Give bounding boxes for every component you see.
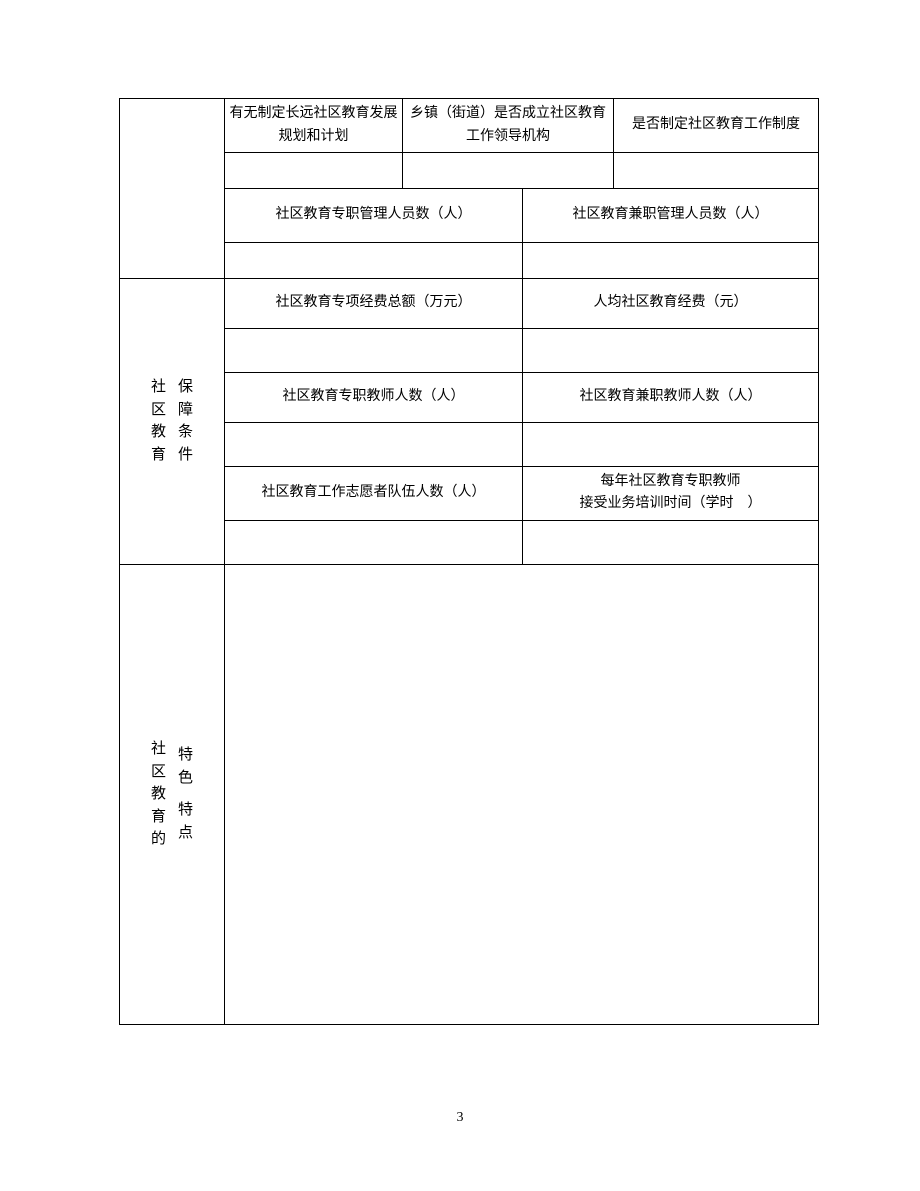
a-fulltime-mgmt[interactable] [225,243,523,279]
q-training-line2: 接受业务培训时间（学时 ） [580,496,762,511]
q-longterm-plan: 有无制定长远社区教育发展规划和计划 [225,99,403,153]
s3-c2-l3: 特 [178,799,193,822]
q-training-line1: 每年社区教育专职教师 [601,474,741,489]
a-parttime-mgmt[interactable] [523,243,819,279]
q-fulltime-teachers: 社区教育专职教师人数（人） [225,373,523,423]
q-training-hours: 每年社区教育专职教师 接受业务培训时间（学时 ） [523,467,819,521]
page-number: 3 [0,1110,920,1126]
a-training-hours[interactable] [523,520,819,564]
s3-c1-l4: 育 [151,806,166,829]
q-special-fund: 社区教育专项经费总额（万元） [225,279,523,329]
q-parttime-mgmt: 社区教育兼职管理人员数（人） [523,189,819,243]
q-percapita-fund: 人均社区教育经费（元） [523,279,819,329]
s3-c2-gap [178,789,193,799]
q-volunteers: 社区教育工作志愿者队伍人数（人） [225,467,523,521]
a-fulltime-teachers[interactable] [225,423,523,467]
a-leadership-org[interactable] [403,153,614,189]
section3-rowheader: 社 区 教 育 的 特 色 特 点 [120,564,225,1024]
s3-c1-l3: 教 [151,783,166,806]
s2-c2-l3: 条 [178,421,193,444]
s2-c1-l3: 教 [151,421,166,444]
s3-c2-l2: 色 [178,767,193,790]
s2-c1-l1: 社 [151,376,166,399]
s3-c2-l4: 点 [178,822,193,845]
s3-c1-l5: 的 [151,828,166,851]
form-table: 有无制定长远社区教育发展规划和计划 乡镇（街道）是否成立社区教育工作领导机构 是… [119,98,819,1025]
q-fulltime-mgmt: 社区教育专职管理人员数（人） [225,189,523,243]
s2-c2-l1: 保 [178,376,193,399]
a-parttime-teachers[interactable] [523,423,819,467]
section1-rowheader [120,99,225,279]
s2-c2-l4: 件 [178,444,193,467]
s3-c1-l2: 区 [151,761,166,784]
s2-c1-l2: 区 [151,399,166,422]
a-special-fund[interactable] [225,329,523,373]
a-longterm-plan[interactable] [225,153,403,189]
a-percapita-fund[interactable] [523,329,819,373]
q-parttime-teachers: 社区教育兼职教师人数（人） [523,373,819,423]
section2-rowheader: 社 区 教 育 保 障 条 件 [120,279,225,565]
q-work-system: 是否制定社区教育工作制度 [614,99,819,153]
s3-c1-l1: 社 [151,738,166,761]
s3-c2-l1: 特 [178,744,193,767]
a-work-system[interactable] [614,153,819,189]
features-content[interactable] [225,564,819,1024]
q-leadership-org: 乡镇（街道）是否成立社区教育工作领导机构 [403,99,614,153]
s2-c2-l2: 障 [178,399,193,422]
a-volunteers[interactable] [225,520,523,564]
s2-c1-l4: 育 [151,444,166,467]
